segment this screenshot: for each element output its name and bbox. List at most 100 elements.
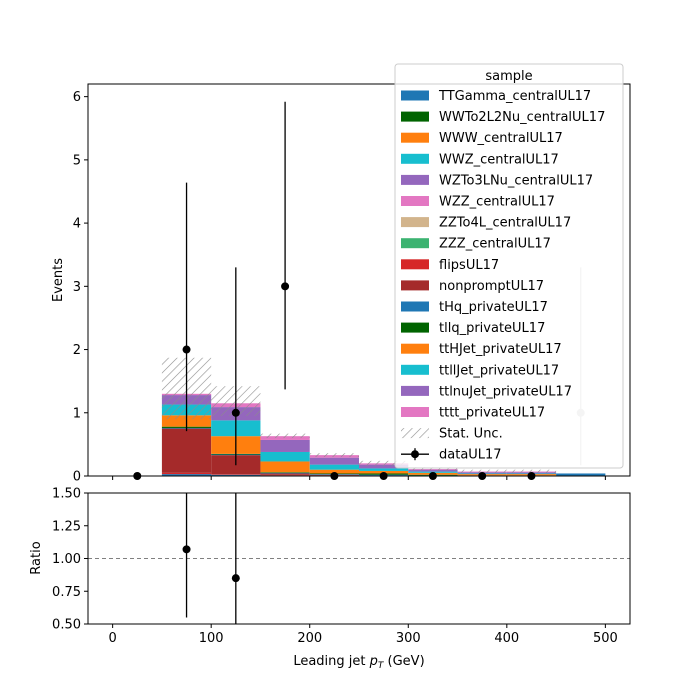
- ratio-y-axis-label: Ratio: [29, 541, 44, 574]
- bar-nonpromptUL17-bin-3: [260, 473, 310, 475]
- x-tick-label-2: 200: [297, 631, 322, 646]
- x-axis-label-unit: (GeV): [383, 654, 424, 669]
- legend-label-2: WWW_centralUL17: [439, 131, 563, 146]
- stat-unc-bin-5: [359, 460, 409, 466]
- legend-label-1: WWTo2L2Nu_centralUL17: [439, 110, 605, 125]
- ratio-y-tick-label-2: 1.00: [52, 552, 81, 567]
- main-plot-panel: 0 1 2 3 4 5 6 Events: [51, 83, 631, 485]
- legend-swatch-11: [401, 322, 429, 333]
- x-tick-label-3: 300: [396, 631, 421, 646]
- stat-unc-bin-8: [506, 469, 557, 473]
- ratio-y-tick-label-0: 0.50: [52, 618, 81, 633]
- legend-swatch-13: [401, 364, 429, 375]
- bar-flipsUL17-bin-2: [211, 474, 261, 475]
- legend-label-9: nonpromptUL17: [439, 279, 544, 294]
- legend-swatch-8: [401, 259, 429, 270]
- legend-swatch-3: [401, 153, 429, 164]
- bar-ttlnuJet_privateUL17-bin-4: [309, 457, 359, 465]
- bar-ttlnuJet_privateUL17-bin-5: [359, 464, 409, 469]
- main-y-tick-label-6: 6: [73, 90, 81, 105]
- legend-label-0: TTGamma_centralUL17: [438, 89, 591, 104]
- stat-unc-bin-6: [408, 467, 458, 471]
- legend-label-8: flipsUL17: [439, 258, 499, 273]
- legend: sample TTGamma_centralUL17 WWTo2L2Nu_cent…: [394, 63, 624, 469]
- bar-flipsUL17-bin-1: [161, 472, 212, 475]
- legend-label-5: WZZ_centralUL17: [439, 195, 555, 210]
- ratio-points: [182, 493, 240, 624]
- legend-label-7: ZZZ_centralUL17: [439, 237, 551, 252]
- bar-TTGamma_centralUL17-bin-1: [161, 474, 212, 476]
- bar-ttllJet_privateUL17-bin-4: [309, 464, 359, 470]
- legend-swatch-12: [401, 343, 429, 354]
- x-tick-label-4: 400: [494, 631, 519, 646]
- main-y-ticks: 0 1 2 3 4 5 6: [73, 90, 88, 485]
- bar-tllq_privateUL17-bin-3: [260, 472, 310, 473]
- ratio-x-ticks: 0 100 200 300 400 500: [108, 624, 618, 646]
- x-axis-label-prefix: Leading jet: [293, 654, 369, 669]
- ratio-y-tick-label-3: 1.25: [52, 519, 81, 534]
- main-y-tick-label-4: 4: [73, 217, 81, 232]
- main-y-tick-label-1: 1: [73, 406, 81, 421]
- stat-unc-bin-4: [309, 453, 359, 458]
- bar-tHq_privateUL17-bin-3: [260, 472, 310, 474]
- legend-swatch-1: [401, 111, 429, 122]
- ratio-axes-frame: [87, 492, 631, 625]
- legend-swatch-9: [401, 280, 429, 291]
- main-y-tick-label-3: 3: [73, 280, 81, 295]
- bar-nonpromptUL17-bin-1: [161, 428, 212, 473]
- bar-TTGamma_centralUL17-bin-2: [211, 474, 261, 476]
- main-x-ticks: [112, 476, 606, 480]
- legend-label-12: ttHJet_privateUL17: [439, 342, 562, 357]
- legend-swatch-15: [401, 407, 429, 417]
- legend-label-3: WWZ_centralUL17: [439, 152, 559, 167]
- legend-swatch-0: [401, 90, 429, 101]
- bar-flipsUL17-bin-3: [260, 474, 310, 476]
- legend-label-17: dataUL17: [439, 448, 502, 463]
- bar-ttHJet_privateUL17-bin-3: [260, 461, 310, 473]
- legend-label-10: tHq_privateUL17: [439, 300, 548, 315]
- x-tick-label-0: 0: [108, 631, 116, 646]
- bar-ttllJet_privateUL17-bin-5: [359, 468, 409, 471]
- x-axis-label-subscript: T: [378, 661, 385, 671]
- ratio-y-ticks: 0.50 0.75 1.00 1.25 1.50: [52, 487, 88, 633]
- ratio-point-1: [231, 574, 240, 583]
- legend-title: sample: [485, 69, 532, 84]
- legend-label-11: tllq_privateUL17: [439, 321, 545, 336]
- legend-label-4: WZTo3LNu_centralUL17: [439, 173, 593, 188]
- data-point-1: [182, 345, 191, 354]
- legend-label-13: ttllJet_privateUL17: [439, 363, 559, 378]
- bar-ttHJet_privateUL17-bin-4: [309, 469, 359, 474]
- x-tick-label-1: 100: [199, 631, 224, 646]
- data-point-2: [231, 408, 240, 417]
- legend-swatch-2: [401, 132, 429, 143]
- data-point-3: [281, 282, 290, 291]
- x-axis-label-symbol: p: [369, 654, 378, 669]
- legend-swatch-16: [401, 428, 429, 439]
- ratio-y-tick-label-1: 0.75: [52, 585, 81, 600]
- legend-entries: TTGamma_centralUL17 WWTo2L2Nu_centralUL17…: [401, 89, 605, 463]
- ratio-point-0: [182, 545, 191, 554]
- stat-unc-bin-7: [457, 469, 507, 473]
- stat-unc-bin-3: [260, 433, 310, 439]
- legend-swatch-14: [401, 385, 429, 396]
- main-y-tick-label-5: 5: [73, 153, 81, 168]
- legend-swatch-6: [401, 217, 429, 228]
- legend-label-14: ttlnuJet_privateUL17: [439, 384, 572, 399]
- legend-label-6: ZZTo4L_centralUL17: [439, 216, 571, 231]
- legend-swatch-17: [401, 448, 429, 461]
- bar-ttllJet_privateUL17-bin-3: [260, 451, 310, 462]
- bar-ttlnuJet_privateUL17-bin-3: [260, 439, 310, 452]
- legend-swatch-4: [401, 174, 429, 185]
- main-axes-frame: [87, 83, 631, 477]
- legend-label-16: Stat. Unc.: [439, 427, 503, 442]
- legend-swatch-7: [401, 238, 429, 249]
- bar-TTGamma_centralUL17-bin-9: [556, 473, 606, 476]
- x-tick-label-5: 500: [593, 631, 618, 646]
- x-axis-label: Leading jet pT (GeV): [293, 654, 424, 671]
- legend-swatch-10: [401, 301, 429, 312]
- legend-label-15: tttt_privateUL17: [439, 406, 545, 421]
- main-y-tick-label-2: 2: [73, 343, 81, 358]
- ratio-plot-panel: 0 100 200 300 400 500 0.50 0.75 1.00 1.25 1.50 Ra…: [29, 487, 631, 671]
- ratio-y-tick-label-4: 1.50: [52, 487, 81, 502]
